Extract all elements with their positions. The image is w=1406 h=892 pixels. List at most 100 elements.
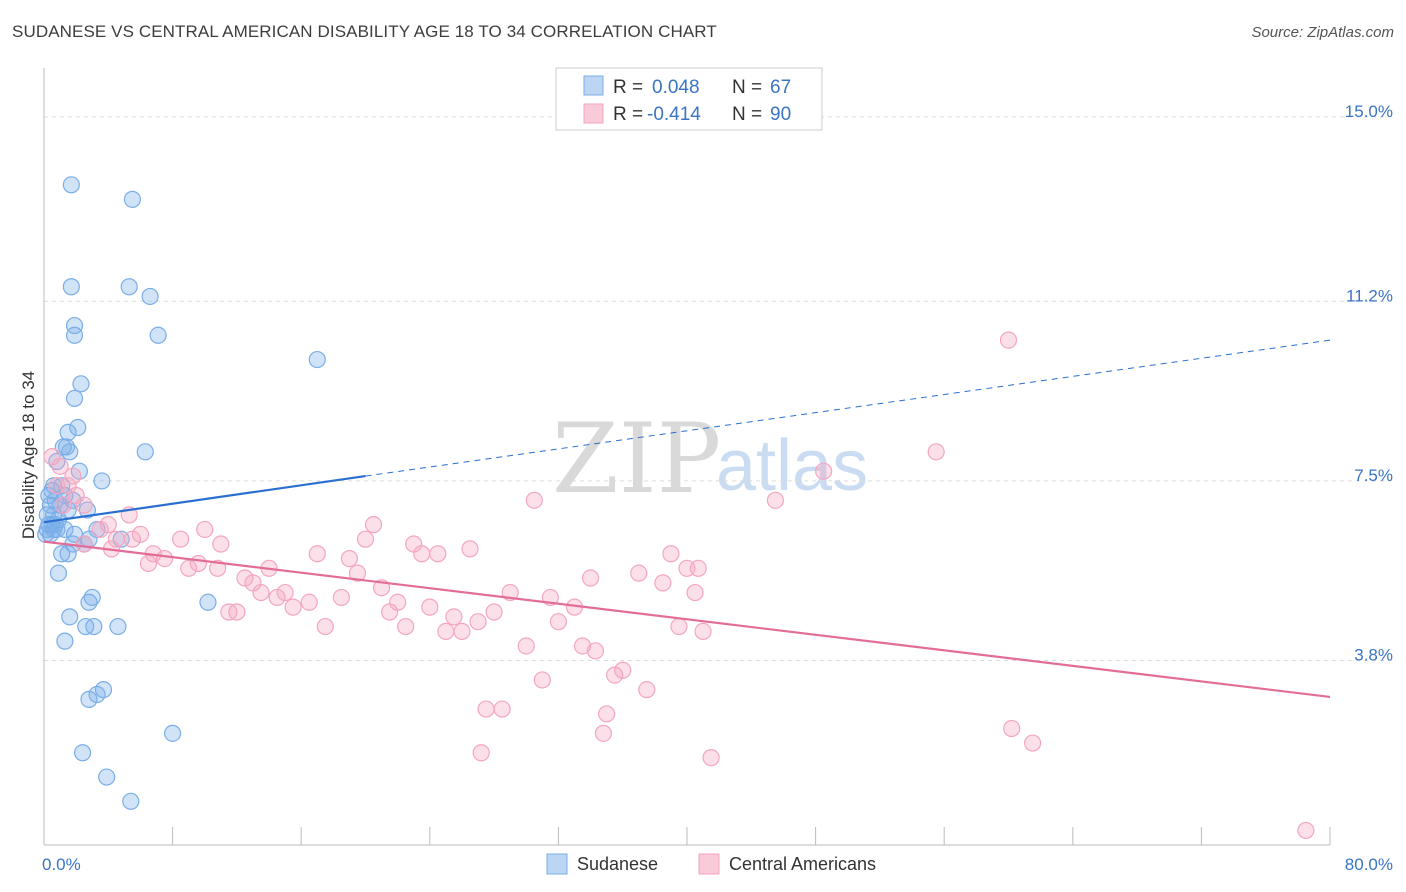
sudanese-point — [72, 375, 90, 393]
watermark-atlas: atlas — [716, 426, 868, 506]
central-americans-point — [606, 666, 624, 684]
sudanese-trend-extension — [365, 339, 1331, 477]
sudanese-point — [109, 617, 127, 636]
central-americans-point — [64, 467, 82, 485]
legend-r-label-2: R = — [613, 104, 643, 125]
central-americans-point — [586, 642, 604, 660]
central-americans-point — [356, 530, 375, 548]
watermark-zip: ZIP — [552, 403, 721, 515]
central-americans-point — [172, 530, 190, 548]
chart-title: SUDANESE VS CENTRAL AMERICAN DISABILITY … — [12, 22, 717, 41]
sudanese-point — [98, 768, 116, 786]
legend-swatch-sudanese — [583, 75, 604, 96]
central-americans-point — [348, 564, 367, 582]
central-americans-point — [155, 549, 174, 568]
bottom-legend-swatch-central-americans — [698, 853, 720, 875]
central-americans-point — [437, 622, 455, 641]
central-americans-point — [766, 491, 785, 509]
central-americans-point — [364, 516, 383, 534]
sudanese-point — [149, 326, 167, 344]
x-tick-label-max: 80.0% — [1345, 855, 1393, 874]
sudanese-point — [141, 287, 159, 306]
central-americans-point — [189, 554, 207, 573]
sudanese-point — [164, 724, 182, 742]
sudanese-point — [41, 496, 60, 514]
legend-n-label-1: N = — [732, 77, 762, 98]
sudanese-point — [85, 617, 103, 636]
bottom-legend: Sudanese Central Americans — [546, 853, 876, 875]
sudanese-trend-line — [43, 474, 366, 524]
central-americans-point — [461, 540, 479, 558]
central-americans-point — [131, 525, 150, 543]
sudanese-point — [62, 176, 80, 194]
sudanese-point — [83, 588, 101, 607]
central-americans-point — [1297, 821, 1315, 840]
central-americans-point — [220, 603, 238, 621]
sudanese-point — [93, 472, 111, 490]
central-americans-point — [421, 598, 439, 616]
y-tick-label: 3.8% — [1354, 646, 1393, 665]
source-credit: Source: ZipAtlas.com — [1251, 24, 1394, 41]
sudanese-point — [80, 690, 98, 708]
central-americans-point — [51, 457, 69, 475]
central-americans-point — [694, 622, 712, 641]
central-americans-point — [252, 583, 270, 602]
central-americans-point — [999, 331, 1018, 349]
central-americans-point — [445, 608, 463, 626]
central-americans-point — [815, 462, 833, 480]
y-axis-label: Disability Age 18 to 34 — [19, 371, 38, 539]
bottom-legend-central-americans: Central Americans — [729, 854, 876, 874]
central-americans-point — [236, 569, 254, 587]
central-americans-point — [630, 564, 648, 582]
sudanese-point — [57, 438, 76, 456]
central-americans-point — [1024, 734, 1042, 752]
central-americans-point — [573, 637, 592, 655]
legend-r-value-central-americans: -0.414 — [647, 104, 701, 125]
sudanese-point — [69, 418, 87, 437]
central-americans-point — [662, 545, 680, 563]
central-americans-point — [493, 700, 511, 718]
central-americans-point — [429, 545, 447, 563]
sudanese-point — [308, 350, 326, 369]
central-americans-point — [453, 622, 471, 641]
legend-r-label-1: R = — [613, 77, 643, 98]
central-americans-point — [525, 491, 543, 509]
central-americans-point — [485, 603, 503, 621]
central-americans-point — [48, 477, 66, 495]
sudanese-point — [43, 482, 61, 500]
central-americans-point — [702, 749, 720, 767]
central-americans-point — [614, 661, 632, 679]
central-americans-point — [477, 700, 495, 718]
central-americans-point — [300, 593, 318, 611]
central-americans-point — [413, 545, 431, 563]
central-americans-point — [533, 671, 551, 689]
central-americans-point — [927, 443, 945, 461]
sudanese-point — [61, 608, 79, 626]
legend-n-value-sudanese: 67 — [770, 77, 791, 98]
y-tick-label: 7.5% — [1354, 466, 1393, 485]
central-americans-point — [75, 535, 93, 553]
central-americans-point — [284, 598, 302, 616]
central-americans-point — [139, 554, 158, 573]
central-americans-point — [581, 569, 600, 587]
central-americans-point — [517, 637, 535, 655]
sudanese-point — [199, 593, 217, 611]
central-americans-point — [1003, 719, 1021, 738]
central-americans-point — [686, 583, 704, 602]
central-americans-point — [91, 520, 109, 539]
sudanese-point — [59, 545, 77, 563]
sudanese-point — [122, 792, 140, 810]
bottom-legend-swatch-sudanese — [546, 853, 568, 875]
central-americans-point — [549, 613, 568, 631]
central-americans-point — [54, 496, 72, 514]
legend-box: R = 0.048 N = 67 R = -0.414 N = 90 — [555, 67, 823, 131]
legend-swatch-central-americans — [583, 103, 604, 124]
legend-n-label-2: N = — [732, 104, 762, 125]
central-americans-point — [472, 744, 490, 762]
y-tick-labels: 3.8% 7.5% 11.2% 15.0% — [1345, 102, 1393, 665]
central-americans-trend-line — [43, 540, 1331, 699]
central-americans-point — [389, 593, 407, 611]
sudanese-point — [65, 316, 84, 335]
sudanese-point — [120, 278, 138, 296]
